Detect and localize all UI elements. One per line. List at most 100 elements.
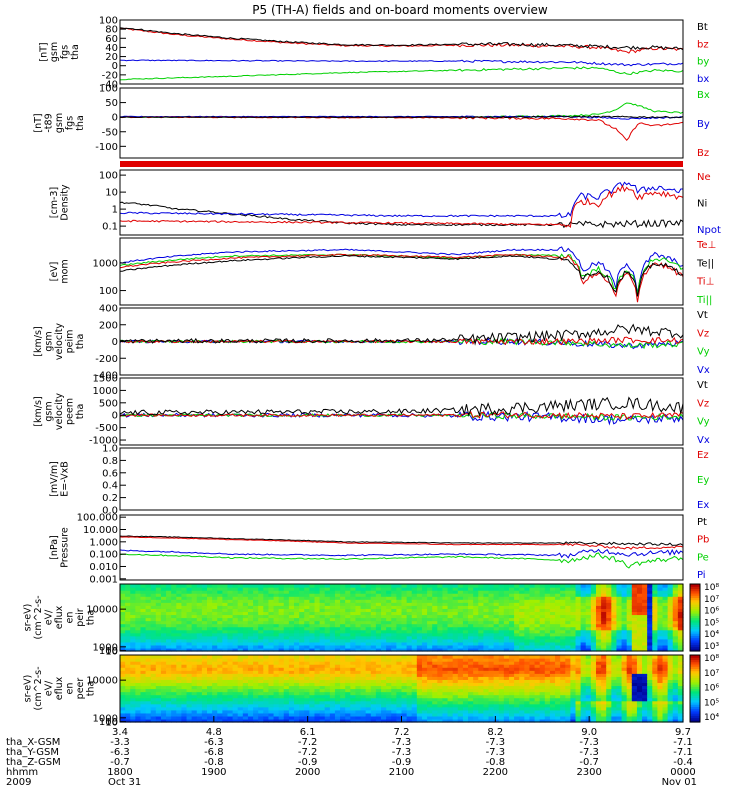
heatmap-cell [120, 682, 126, 687]
heatmap-cell [365, 632, 372, 637]
heatmap-cell [324, 697, 331, 702]
heatmap-cell [360, 638, 367, 643]
heatmap-cell [508, 632, 515, 637]
heatmap-cell [145, 655, 152, 659]
heatmap-cell [299, 644, 305, 649]
heatmap-cell [125, 647, 131, 652]
heatmap-cell [299, 602, 305, 606]
heatmap-cell [611, 593, 618, 597]
heatmap-cell [498, 667, 505, 671]
heatmap-cell [135, 635, 142, 640]
heatmap-cell [590, 623, 597, 628]
heatmap-cell [478, 655, 484, 659]
heatmap-cell [247, 679, 254, 684]
heatmap-cell [207, 676, 213, 680]
heatmap-cell [452, 635, 459, 640]
heatmap-cell [468, 694, 474, 699]
heatmap-cell [222, 590, 229, 594]
heatmap-cell [263, 688, 270, 693]
heatmap-cell [196, 700, 203, 705]
heatmap-cell [375, 658, 382, 662]
heatmap-cell [237, 590, 244, 594]
heatmap-cell [263, 608, 270, 613]
heatmap-cell [258, 644, 264, 649]
heatmap-cell [672, 638, 679, 643]
heatmap-cell [299, 679, 305, 684]
heatmap-cell [560, 682, 566, 687]
heatmap-cell [150, 644, 157, 649]
heatmap-cell [452, 647, 459, 652]
heatmap-cell [145, 599, 152, 603]
heatmap-cell [253, 712, 259, 717]
heatmap-cell [171, 635, 177, 640]
heatmap-cell [611, 667, 618, 671]
heatmap-cell [186, 617, 193, 622]
heatmap-cell [595, 694, 602, 699]
heatmap-cell [488, 608, 495, 613]
heatmap-cell [416, 623, 423, 628]
heatmap-cell [590, 706, 597, 711]
heatmap-cell [345, 647, 351, 652]
heatmap-cell [488, 664, 495, 668]
heatmap-cell [288, 655, 295, 659]
heatmap-cell [585, 694, 592, 699]
heatmap-cell [222, 667, 229, 671]
heatmap-cell [120, 679, 126, 684]
heatmap-cell [253, 593, 259, 597]
heatmap-cell [406, 697, 413, 702]
heatmap-cell [258, 626, 264, 631]
heatmap-cell [135, 664, 142, 668]
heatmap-cell [355, 694, 362, 699]
heatmap-cell [237, 691, 244, 696]
heatmap-cell [191, 596, 198, 600]
heatmap-cell [345, 623, 351, 628]
heatmap-cell [258, 614, 264, 619]
heatmap-cell [176, 641, 183, 646]
heatmap-cell [427, 694, 433, 699]
heatmap-cell [365, 620, 372, 625]
y-axis-label-line: eV/ [44, 609, 55, 625]
heatmap-cell [196, 641, 203, 646]
colorbar-swatch [690, 644, 700, 648]
heatmap-cell [498, 590, 505, 594]
heatmap-cell [345, 718, 351, 723]
heatmap-cell [278, 599, 285, 603]
heatmap-cell [247, 691, 254, 696]
heatmap-cell [201, 599, 208, 603]
heatmap-cell [616, 599, 623, 603]
heatmap-cell [350, 679, 357, 684]
heatmap-cell [462, 676, 469, 680]
heatmap-cell [493, 614, 500, 619]
heatmap-cell [329, 715, 336, 720]
heatmap-cell [590, 647, 597, 652]
heatmap-cell [616, 655, 623, 659]
heatmap-cell [258, 602, 264, 606]
heatmap-cell [529, 593, 536, 597]
heatmap-cell [585, 655, 592, 659]
heatmap-cell [253, 670, 259, 674]
legend-label: Ti|| [696, 295, 712, 306]
heatmap-cell [657, 617, 664, 622]
heatmap-cell [631, 614, 638, 619]
heatmap-cell [493, 599, 500, 603]
heatmap-cell [488, 712, 495, 717]
heatmap-cell [616, 638, 623, 643]
heatmap-cell [432, 667, 438, 671]
heatmap-cell [191, 635, 198, 640]
heatmap-cell [493, 655, 500, 659]
heatmap-cell [181, 718, 188, 723]
heatmap-cell [294, 587, 300, 591]
heatmap-cell [544, 599, 551, 603]
heatmap-cell [570, 715, 577, 720]
heatmap-cell [263, 715, 270, 720]
heatmap-cell [360, 647, 367, 652]
heatmap-cell [406, 703, 413, 708]
heatmap-cell [125, 688, 131, 693]
heatmap-cell [314, 608, 321, 613]
heatmap-cell [498, 673, 505, 677]
heatmap-cell [452, 632, 459, 637]
heatmap-cell [217, 644, 223, 649]
heatmap-cell [263, 590, 270, 594]
heatmap-cell [130, 584, 136, 588]
